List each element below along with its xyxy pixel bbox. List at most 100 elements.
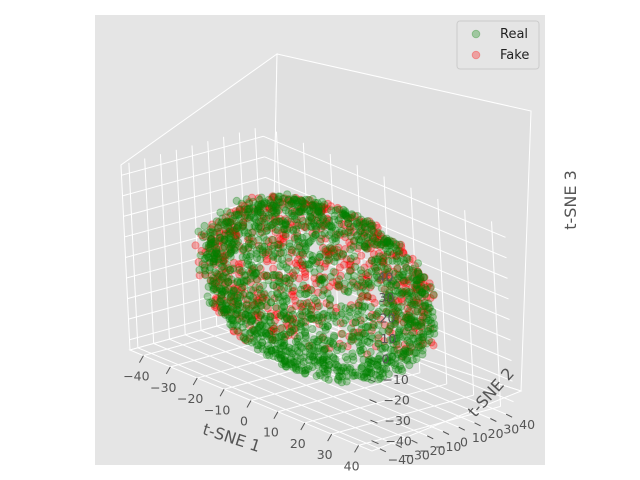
- fake-point: [268, 192, 277, 201]
- real-point: [368, 334, 377, 343]
- x-tick-label: 20: [290, 436, 306, 451]
- fake-point: [226, 308, 235, 317]
- fake-point: [424, 305, 433, 314]
- fake-point: [332, 277, 342, 286]
- real-point: [202, 241, 211, 250]
- fake-point: [220, 264, 229, 273]
- fake-point: [237, 283, 246, 292]
- real-point: [281, 360, 291, 369]
- real-point: [344, 219, 353, 228]
- fake-point: [295, 274, 304, 283]
- real-point: [413, 305, 422, 314]
- fake-point: [232, 310, 241, 319]
- fake-point: [250, 311, 259, 320]
- y-tick-mark: [490, 418, 497, 422]
- fake-point: [285, 279, 294, 288]
- real-point: [288, 310, 297, 319]
- fake-point: [249, 325, 258, 334]
- fake-point: [211, 294, 220, 303]
- real-point: [308, 352, 317, 361]
- fake-point: [287, 248, 296, 257]
- real-point: [286, 276, 295, 285]
- real-point: [338, 329, 347, 338]
- fake-point: [329, 245, 338, 255]
- fake-point: [279, 225, 288, 234]
- fake-point: [332, 281, 341, 290]
- real-point: [310, 294, 319, 303]
- real-point: [301, 331, 310, 340]
- fake-point: [388, 308, 398, 317]
- fake-point: [259, 212, 268, 221]
- fake-point: [355, 216, 364, 225]
- fake-point: [320, 262, 329, 271]
- fake-point: [287, 290, 296, 299]
- fake-point: [221, 278, 230, 288]
- z-tick-label: 40: [378, 269, 394, 284]
- real-point: [340, 286, 349, 295]
- fake-point: [300, 284, 309, 293]
- real-point: [244, 239, 253, 248]
- fake-point: [373, 266, 383, 275]
- fake-point: [315, 258, 324, 267]
- real-point: [299, 317, 308, 326]
- real-point: [412, 276, 421, 285]
- fake-point: [410, 321, 419, 330]
- fake-point: [243, 205, 252, 214]
- real-point: [405, 315, 414, 324]
- real-point: [409, 266, 418, 275]
- fake-point: [238, 221, 247, 230]
- fake-point: [226, 218, 235, 227]
- real-point: [279, 203, 288, 212]
- fake-point: [240, 214, 249, 223]
- real-point: [319, 346, 329, 355]
- real-point: [233, 316, 242, 325]
- z-tick-mark: [370, 419, 378, 424]
- fake-point: [300, 222, 309, 231]
- fake-point: [273, 196, 282, 205]
- fake-point: [332, 303, 341, 312]
- real-point: [209, 257, 218, 266]
- real-point: [418, 332, 427, 341]
- fake-point: [307, 301, 316, 310]
- real-point: [417, 288, 426, 297]
- x-tick-label: 0: [240, 414, 248, 429]
- fake-point: [217, 294, 226, 303]
- fake-point: [242, 314, 251, 323]
- real-point: [389, 339, 398, 348]
- real-point: [316, 264, 325, 273]
- fake-point: [411, 269, 421, 278]
- real-point: [365, 338, 374, 347]
- real-point: [301, 246, 310, 255]
- real-point: [324, 361, 334, 370]
- fake-point: [262, 223, 271, 232]
- real-point: [354, 230, 363, 239]
- fake-point: [221, 225, 230, 234]
- fake-point: [346, 241, 355, 250]
- real-point: [258, 345, 268, 354]
- fake-point: [252, 294, 261, 303]
- fake-point: [326, 244, 335, 253]
- real-point: [243, 337, 252, 346]
- fake-point: [345, 260, 354, 269]
- real-point: [323, 314, 332, 323]
- y-tick-label: 40: [519, 417, 535, 432]
- fake-point: [245, 235, 254, 244]
- x-tick-label: 10: [263, 425, 279, 440]
- real-point: [234, 222, 243, 231]
- real-point: [275, 347, 284, 356]
- real-point: [406, 315, 415, 324]
- fake-point: [230, 284, 239, 293]
- fake-point: [216, 249, 225, 258]
- fake-point: [240, 202, 249, 211]
- real-point: [267, 220, 276, 230]
- real-point: [218, 287, 227, 296]
- fake-point: [290, 324, 299, 333]
- fake-point: [253, 288, 262, 298]
- real-point: [242, 195, 251, 204]
- fake-point: [218, 278, 227, 287]
- fake-point: [275, 273, 284, 282]
- fake-point: [229, 265, 238, 275]
- fake-point: [220, 308, 229, 317]
- fake-point: [360, 263, 369, 272]
